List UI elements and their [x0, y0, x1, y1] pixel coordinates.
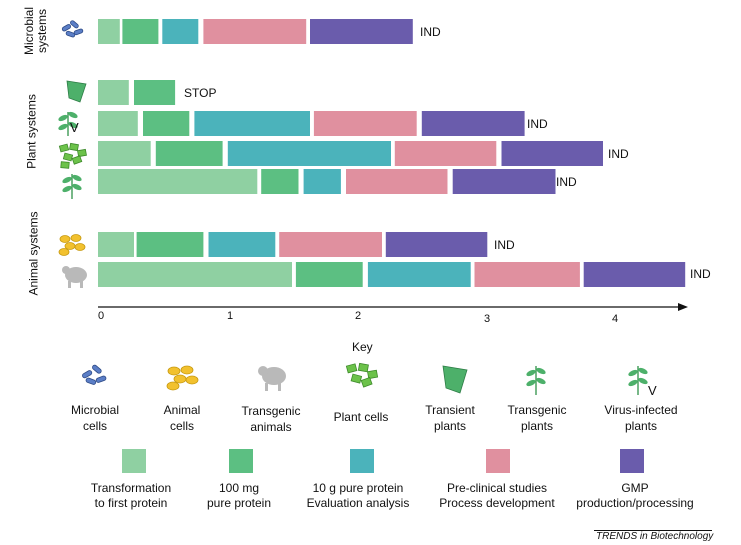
swatch-stage-4 — [486, 449, 510, 473]
timeline-segment — [227, 141, 391, 166]
virus-marker-row: V — [70, 120, 79, 135]
animal-cells-icon — [166, 365, 199, 391]
timeline-segment — [98, 169, 258, 194]
transgenic-animals-icon — [258, 366, 286, 391]
x-axis-arrowhead — [678, 303, 688, 311]
stage-label-5: GMP production/processing — [576, 481, 694, 510]
key-label-animal-cells: Animal cells — [163, 403, 201, 433]
key-label-plant-cells: Plant cells — [333, 410, 389, 424]
animal-cells-icon — [58, 234, 86, 256]
key-label-transgenic-plants: Transgenic plants — [507, 403, 567, 433]
timeline-segment — [385, 232, 488, 257]
timeline-segment — [203, 19, 307, 44]
transient-plants-icon — [442, 365, 468, 394]
timeline-segment — [98, 80, 129, 105]
timeline-segment — [136, 232, 204, 257]
timeline-segment — [162, 19, 199, 44]
virus-marker-key: V — [648, 383, 657, 398]
stage-label-4: Pre-clinical studies Process development — [439, 481, 555, 510]
key-label-microbial: Microbial cells — [70, 403, 119, 433]
transgenic-animals-icon — [62, 266, 87, 288]
timeline-segment — [194, 111, 310, 136]
swatch-stage-3 — [350, 449, 374, 473]
timeline-segment — [98, 262, 292, 287]
stage-label-3: 10 g pure protein Evaluation analysis — [306, 481, 410, 510]
timeline-segment — [452, 169, 556, 194]
timeline-segment — [134, 80, 176, 105]
stage-label-2: 100 mg pure protein — [206, 481, 272, 510]
timeline-segment — [313, 111, 417, 136]
transgenic-plants-icon — [526, 366, 546, 395]
key-title: Key — [352, 340, 373, 354]
timeline-segment — [279, 232, 382, 257]
timeline-segment — [98, 232, 134, 257]
key-label-transgenic-animals: Transgenic animals — [241, 404, 301, 434]
microbial-cells-icon — [82, 364, 107, 385]
timeline-segment — [421, 111, 525, 136]
timeline-segment — [261, 169, 299, 194]
swatch-stage-5 — [620, 449, 644, 473]
timeline-segment — [122, 19, 159, 44]
virus-infected-plants-icon — [628, 366, 648, 395]
timeline-segment — [295, 262, 363, 287]
plant-cells-icon — [345, 362, 379, 388]
timeline-segment — [346, 169, 448, 194]
tick-label: 0 — [98, 310, 105, 322]
timeline-segment — [474, 262, 580, 287]
swatch-stage-2 — [229, 449, 253, 473]
tick-label: 3 — [484, 313, 491, 325]
swatch-stage-1 — [122, 449, 146, 473]
timeline-segment — [310, 19, 413, 44]
timeline-segment — [155, 141, 223, 166]
timeline-segment — [208, 232, 276, 257]
timeline-segment — [143, 111, 190, 136]
row-end-label-transient: STOP — [184, 86, 217, 100]
timeline-segment — [367, 262, 471, 287]
row-end-label-transgenic-animals: IND — [690, 267, 711, 281]
tick-label: 4 — [612, 313, 619, 325]
footer-rule — [594, 530, 712, 531]
virus-infected-plants-icon — [58, 111, 78, 136]
row-end-label-plant-cells: IND — [608, 147, 629, 161]
journal-credit: TRENDS in Biotechnology — [596, 531, 714, 542]
timeline-segment — [501, 141, 603, 166]
row-end-label-virus: IND — [527, 117, 548, 131]
transgenic-plants-icon — [62, 174, 82, 199]
row-end-label-animal-cells: IND — [494, 238, 515, 252]
timeline-segment — [98, 19, 120, 44]
tick-label: 2 — [355, 310, 362, 322]
key-label-virus-infected: Virus-infected plants — [604, 403, 678, 433]
key-label-transient-plants: Transient plants — [425, 403, 475, 433]
timeline-segment — [303, 169, 341, 194]
stage-label-1: Transformation to first protein — [90, 481, 172, 510]
microbial-cells-icon — [61, 20, 84, 38]
timeline-segment — [98, 111, 138, 136]
transient-plants-icon — [66, 80, 87, 103]
timeline-segment — [98, 141, 151, 166]
row-end-label-transgenic-plants: IND — [556, 175, 577, 189]
timeline-segment — [583, 262, 686, 287]
plant-cells-icon — [58, 142, 87, 169]
row-end-label-microbial: IND — [420, 25, 441, 39]
tick-label: 1 — [227, 310, 234, 322]
timeline-segment — [394, 141, 497, 166]
